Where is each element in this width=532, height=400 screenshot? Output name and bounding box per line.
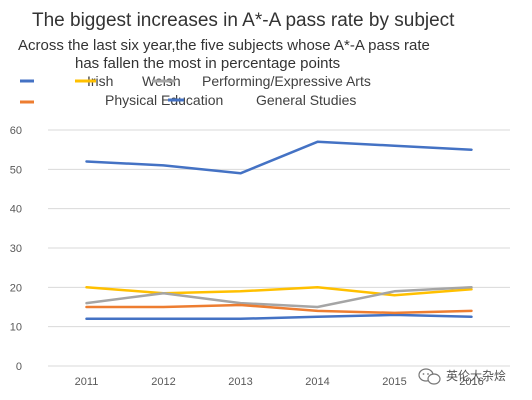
y-tick-label: 20 [10, 282, 22, 294]
chart-title: The biggest increases in A*-A pass rate … [32, 10, 455, 31]
legend-label-physical-education: Physical Education [105, 92, 223, 108]
y-tick-label: 60 [10, 125, 22, 137]
legend-item-irish[interactable]: Irish [20, 73, 113, 89]
y-tick-label: 40 [10, 204, 22, 216]
y-tick-label: 0 [16, 361, 22, 373]
chart-subtitle-line1: Across the last six year,the five subjec… [18, 37, 430, 54]
legend: Irish Welsh Performing/Expressive Arts P… [20, 73, 371, 108]
legend-item-physical-education[interactable]: Physical Education [20, 92, 223, 108]
legend-label-performing-expressive-arts: Performing/Expressive Arts [202, 73, 371, 89]
plot-area [85, 140, 473, 321]
chart-subtitle-line2: has fallen the most in percentage points [75, 55, 340, 72]
x-tick-label: 2011 [75, 376, 99, 388]
x-tick-label: 2013 [228, 376, 252, 388]
x-tick-label: 2012 [151, 376, 175, 388]
grid [48, 129, 510, 367]
x-tick-label: 2015 [382, 376, 406, 388]
series-line-irish [85, 313, 473, 321]
x-tick-label: 2016 [459, 376, 483, 388]
series-line-welsh [85, 286, 473, 297]
y-tick-label: 30 [10, 243, 22, 255]
watermark: 英伦大杂烩 [418, 368, 506, 385]
wechat-icon [418, 368, 441, 385]
series-line-performing-expressive-arts [85, 286, 473, 309]
legend-item-performing-expressive-arts[interactable]: Performing/Expressive Arts [152, 73, 371, 89]
legend-item-general-studies[interactable]: General Studies [168, 92, 356, 108]
series-line-physical-education [85, 303, 473, 315]
x-tick-label: 2014 [305, 376, 329, 388]
x-axis: 2011 2012 2013 2014 2015 2016 [75, 376, 484, 388]
y-axis: 0 10 20 30 40 50 60 [10, 125, 22, 373]
series-line-general-studies [85, 140, 473, 175]
legend-label-general-studies: General Studies [256, 92, 356, 108]
y-tick-label: 10 [10, 322, 22, 334]
watermark-text: 英伦大杂烩 [446, 368, 506, 383]
legend-label-irish: Irish [87, 73, 113, 89]
y-tick-label: 50 [10, 164, 22, 176]
